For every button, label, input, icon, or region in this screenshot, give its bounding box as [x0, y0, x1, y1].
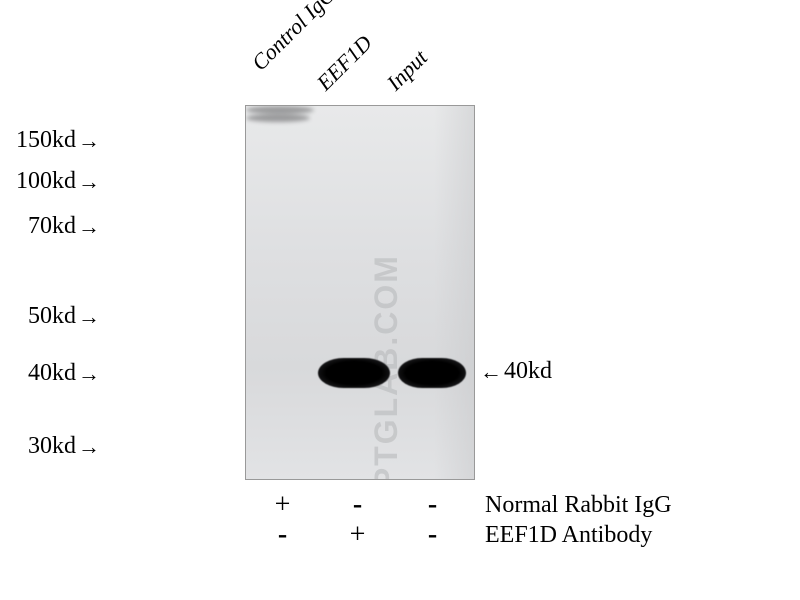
figure-container: Control IgG EEF1D Input WWW.PTGLAB.COM 1… [0, 0, 800, 600]
condition-cell: - [395, 491, 470, 519]
mw-marker-150: 150kd→ [16, 127, 100, 154]
condition-cell: + [320, 521, 395, 549]
arrow-left-icon: ← [480, 359, 502, 385]
mw-marker-40: 40kd→ [28, 360, 100, 387]
lane-label-input: Input [382, 45, 433, 96]
mw-marker-30: 30kd→ [28, 433, 100, 460]
result-marker-label: 40kd [504, 358, 552, 385]
mw-marker-label: 30kd [28, 433, 76, 460]
band-input-lane [398, 358, 466, 388]
condition-row-antibody: - + - EEF1D Antibody [245, 520, 672, 550]
condition-cell: + [245, 491, 320, 519]
mw-marker-label: 40kd [28, 360, 76, 387]
arrow-right-icon: → [78, 361, 100, 387]
condition-table: + - - Normal Rabbit IgG - + - EEF1D Anti… [245, 490, 672, 550]
band-smear-input [246, 114, 310, 122]
condition-cell: - [320, 491, 395, 519]
mw-marker-label: 100kd [16, 168, 76, 195]
western-blot-image: WWW.PTGLAB.COM [245, 105, 475, 480]
arrow-right-icon: → [78, 169, 100, 195]
blot-shadow [434, 106, 474, 479]
condition-cell: - [245, 521, 320, 549]
mw-marker-100: 100kd→ [16, 168, 100, 195]
mw-marker-label: 70kd [28, 213, 76, 240]
band-eef1d-lane [318, 358, 390, 388]
arrow-right-icon: → [78, 128, 100, 154]
band-smear-eef1d [246, 106, 314, 114]
mw-marker-label: 150kd [16, 127, 76, 154]
condition-label-antibody: EEF1D Antibody [485, 522, 652, 549]
result-marker: ←40kd [480, 358, 552, 385]
mw-marker-label: 50kd [28, 303, 76, 330]
lane-label-eef1d: EEF1D [312, 30, 378, 96]
arrow-right-icon: → [78, 304, 100, 330]
condition-label-igg: Normal Rabbit IgG [485, 492, 672, 519]
condition-cell: - [395, 521, 470, 549]
arrow-right-icon: → [78, 434, 100, 460]
arrow-right-icon: → [78, 214, 100, 240]
condition-row-igg: + - - Normal Rabbit IgG [245, 490, 672, 520]
mw-marker-50: 50kd→ [28, 303, 100, 330]
mw-marker-70: 70kd→ [28, 213, 100, 240]
